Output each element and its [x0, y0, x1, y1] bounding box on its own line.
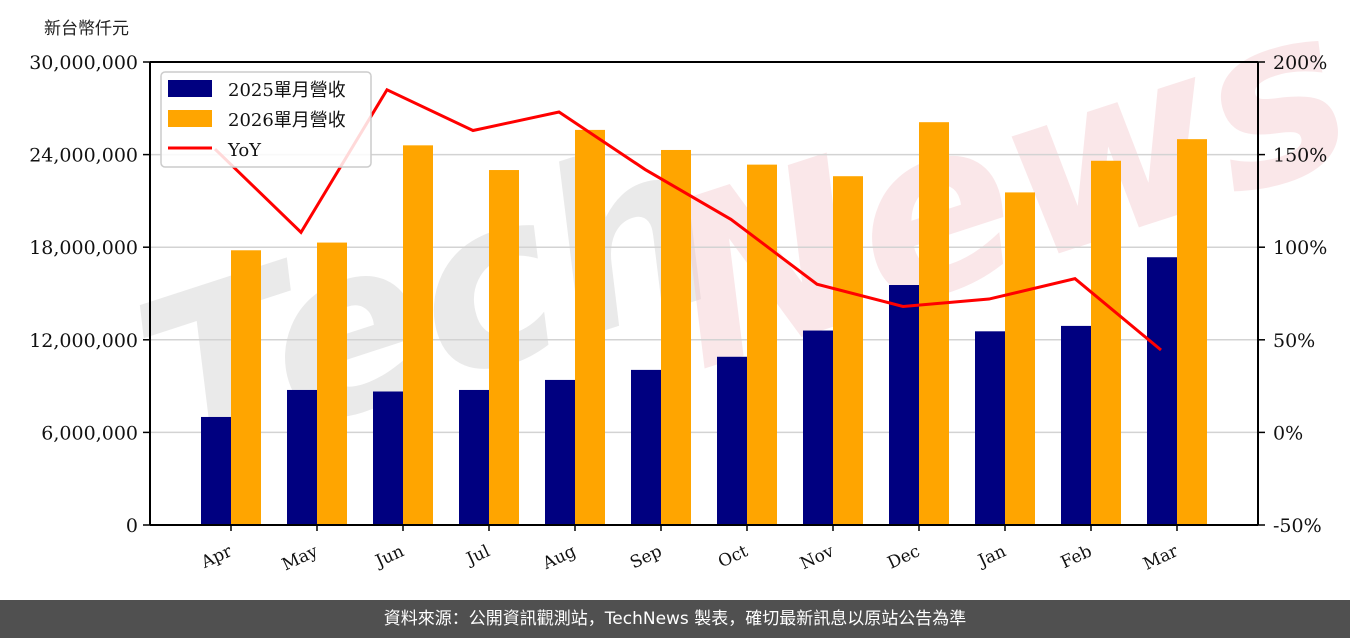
y-tick-label: 30,000,000: [29, 52, 138, 74]
legend: 2025單月營收 2026單月營收 YoY: [160, 71, 372, 168]
yoy-polyline: [213, 87, 1162, 352]
bar-2026-oct: [747, 164, 777, 526]
legend-swatch-2026: [168, 110, 212, 127]
bar-2026-aug: [575, 129, 605, 525]
x-tick-label-feb: Feb: [1058, 541, 1095, 573]
bar-2026-sep: [661, 149, 691, 525]
bar-2025-sep: [631, 369, 661, 525]
y-axis-unit-label: 新台幣仟元: [44, 19, 129, 39]
bar-2026-dec: [919, 122, 949, 525]
bar-2026-jun: [403, 145, 433, 525]
x-tick-label-dec: Dec: [885, 541, 924, 573]
x-tick-label-mar: Mar: [1140, 541, 1182, 575]
x-tick-label-oct: Oct: [715, 541, 751, 572]
y2-tick-label: 150%: [1273, 145, 1327, 167]
y-tick-label: 24,000,000: [29, 145, 138, 167]
x-tick-label-may: May: [279, 541, 321, 575]
y2-tick-label: 200%: [1273, 52, 1327, 74]
y-tick-label: 6,000,000: [41, 422, 138, 444]
yoy-line: [213, 87, 1162, 352]
bar-2026-nov: [833, 176, 863, 525]
bar-series: [201, 122, 1207, 526]
bar-2025-apr: [201, 416, 231, 525]
revenue-chart: TechNews 06,000,00012,000,00018,000,0002…: [29, 0, 1350, 575]
y-tick-label: 12,000,000: [29, 330, 138, 352]
bar-2025-feb: [1061, 325, 1091, 525]
bar-2026-may: [317, 242, 347, 525]
legend-label-2026: 2026單月營收: [228, 110, 346, 131]
y2-tick-label: 100%: [1273, 237, 1327, 259]
bar-2025-aug: [545, 379, 575, 525]
bar-2025-nov: [803, 330, 833, 525]
y2-tick-label: -50%: [1273, 515, 1322, 537]
bar-2026-mar: [1177, 139, 1207, 525]
bar-2025-may: [287, 389, 317, 525]
bar-2026-jan: [1005, 192, 1035, 525]
bar-2025-jan: [975, 331, 1005, 525]
bar-2025-jun: [373, 391, 403, 525]
bar-2026-feb: [1091, 160, 1121, 526]
x-tick-label-jun: Jun: [371, 541, 407, 572]
bar-2025-dec: [889, 285, 919, 525]
y-tick-label: 0: [126, 515, 138, 537]
y2-tick-label: 0%: [1273, 422, 1303, 444]
y-tick-label: 18,000,000: [29, 237, 138, 259]
x-tick-label-apr: Apr: [197, 541, 236, 573]
legend-label-yoy: YoY: [227, 140, 262, 161]
y2-tick-label: 50%: [1273, 330, 1315, 352]
legend-swatch-2025: [168, 80, 212, 97]
x-tick-label-aug: Aug: [539, 541, 579, 574]
legend-label-2025: 2025單月營收: [228, 80, 346, 101]
x-tick-label-nov: Nov: [797, 541, 837, 574]
bar-2025-mar: [1147, 257, 1177, 525]
x-tick-label-jul: Jul: [462, 541, 493, 570]
bar-2026-jul: [489, 170, 519, 526]
source-footer: 資料來源：公開資訊觀測站，TechNews 製表，確切最新訊息以原站公告為準: [0, 600, 1350, 638]
bar-2025-oct: [717, 356, 747, 525]
x-tick-label-sep: Sep: [627, 541, 665, 573]
legend-box: [160, 71, 372, 168]
x-tick-label-jan: Jan: [974, 541, 1010, 572]
bar-2026-apr: [231, 250, 261, 525]
bar-2025-jul: [459, 389, 489, 525]
